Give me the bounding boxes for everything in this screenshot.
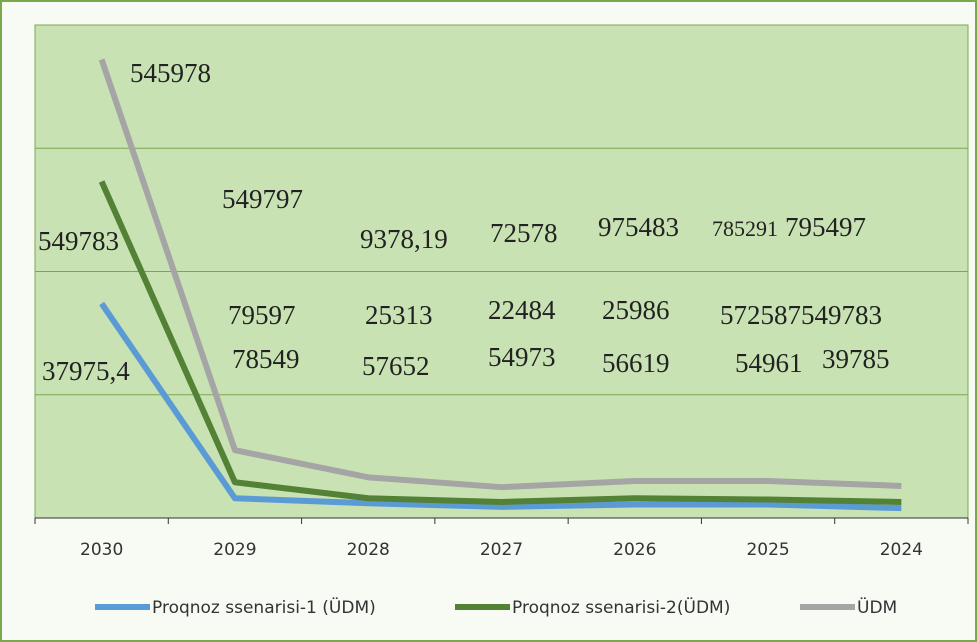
x-tick-label: 2029 xyxy=(213,540,256,560)
x-tick-label: 2028 xyxy=(347,540,390,560)
annotation: 22484 xyxy=(488,295,556,325)
annotation: 975483 xyxy=(598,212,679,242)
annotation: 795497 xyxy=(785,212,866,242)
legend-label: ÜDM xyxy=(857,596,897,618)
annotation: 549797 xyxy=(222,184,303,214)
annotation: 9378,19 xyxy=(360,224,448,254)
x-tick-label: 2027 xyxy=(480,540,523,560)
annotation: 785291 xyxy=(712,216,778,241)
annotation: 79597 xyxy=(228,300,296,330)
annotation: 78549 xyxy=(232,344,300,374)
legend-label: Proqnoz ssenarisi-2(ÜDM) xyxy=(512,596,730,618)
legend-label: Proqnoz ssenarisi-1 (ÜDM) xyxy=(152,596,376,618)
series-line xyxy=(98,58,902,491)
annotation: 572587549783 xyxy=(720,300,882,330)
series-line xyxy=(98,180,902,505)
annotation: 54973 xyxy=(488,342,556,372)
annotation: 25986 xyxy=(602,295,670,325)
series-line xyxy=(99,301,902,512)
annotation: 57652 xyxy=(362,351,430,381)
x-tick-label: 2030 xyxy=(80,540,123,560)
annotation: 54961 xyxy=(735,348,803,378)
x-tick-label: 2026 xyxy=(613,540,656,560)
annotation: 39785 xyxy=(822,344,890,374)
annotation: 549783 xyxy=(38,226,119,256)
annotation: 25313 xyxy=(365,300,433,330)
annotation: 545978 xyxy=(130,58,211,88)
x-tick-label: 2024 xyxy=(880,540,923,560)
x-tick-label: 2025 xyxy=(746,540,789,560)
annotation: 72578 xyxy=(490,218,558,248)
annotation: 56619 xyxy=(602,348,670,378)
annotation: 37975,4 xyxy=(42,356,130,386)
